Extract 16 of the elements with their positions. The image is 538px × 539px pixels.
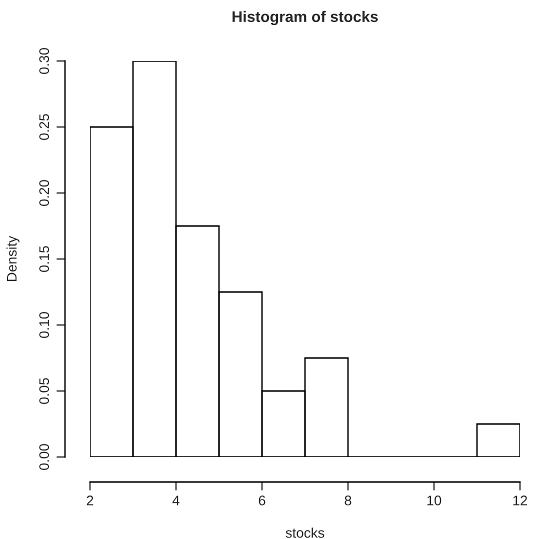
- y-tick-label: 0.00: [39, 444, 50, 470]
- y-tick-label: 0.10: [39, 312, 50, 338]
- x-axis-title: stocks: [286, 528, 324, 538]
- x-tick-label: 2: [86, 496, 94, 506]
- x-tick-label: 12: [513, 496, 528, 506]
- x-tick-label: 4: [172, 496, 180, 506]
- x-tick-label: 6: [258, 496, 266, 506]
- y-tick-label: 0.30: [39, 48, 50, 74]
- y-tick-label: 0.05: [39, 378, 50, 404]
- x-tick-label: 8: [344, 496, 352, 506]
- y-tick-label: 0.20: [39, 180, 50, 206]
- y-axis-title: Density: [6, 236, 20, 282]
- x-tick-label: 10: [427, 496, 442, 506]
- chart-title: Histogram of stocks: [232, 10, 378, 26]
- y-tick-label: 0.15: [39, 246, 50, 272]
- y-tick-label: 0.25: [39, 114, 50, 140]
